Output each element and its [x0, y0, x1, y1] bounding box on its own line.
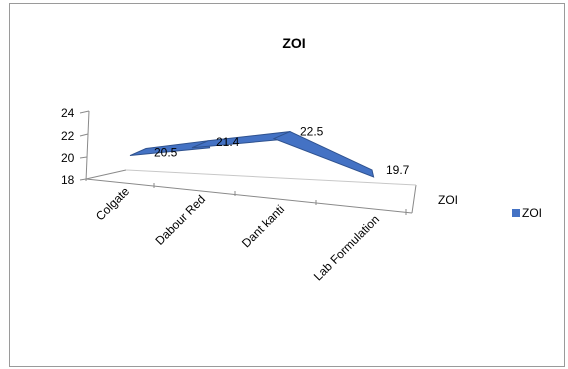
data-label: 20.5: [154, 146, 178, 160]
legend: ZOI: [512, 206, 542, 220]
ribbon-segment: [129, 140, 211, 157]
y-tick-label: 20: [61, 151, 75, 165]
zoi-series-ribbon: [129, 131, 375, 178]
depth-axis-label: ZOI: [438, 193, 458, 207]
category-label: Lab Formulation: [311, 212, 382, 283]
vertical-axis: [79, 110, 90, 182]
legend-label-zoi: ZOI: [522, 206, 542, 220]
data-label: 19.7: [386, 163, 410, 177]
floor-plane: [85, 169, 417, 215]
y-tick-labels: 18 20 22 24: [61, 106, 75, 187]
chart-title: ZOI: [282, 35, 305, 51]
ribbon-segment: [272, 131, 375, 178]
data-label: 22.5: [300, 125, 324, 139]
y-tick-label: 22: [61, 129, 75, 143]
category-label: Colgate: [93, 184, 132, 223]
data-label: 21.4: [216, 135, 240, 149]
category-label: Dabour Red: [152, 192, 208, 248]
category-label: Dant kanti: [239, 202, 287, 250]
y-tick-label: 24: [61, 106, 75, 120]
legend-swatch-zoi: [512, 209, 520, 217]
data-labels: 20.5 21.4 22.5 19.7: [154, 125, 410, 177]
y-tick-label: 18: [61, 173, 75, 187]
chart-frame: [9, 3, 565, 367]
category-labels: Colgate Dabour Red Dant kanti Lab Formulati…: [93, 184, 382, 283]
